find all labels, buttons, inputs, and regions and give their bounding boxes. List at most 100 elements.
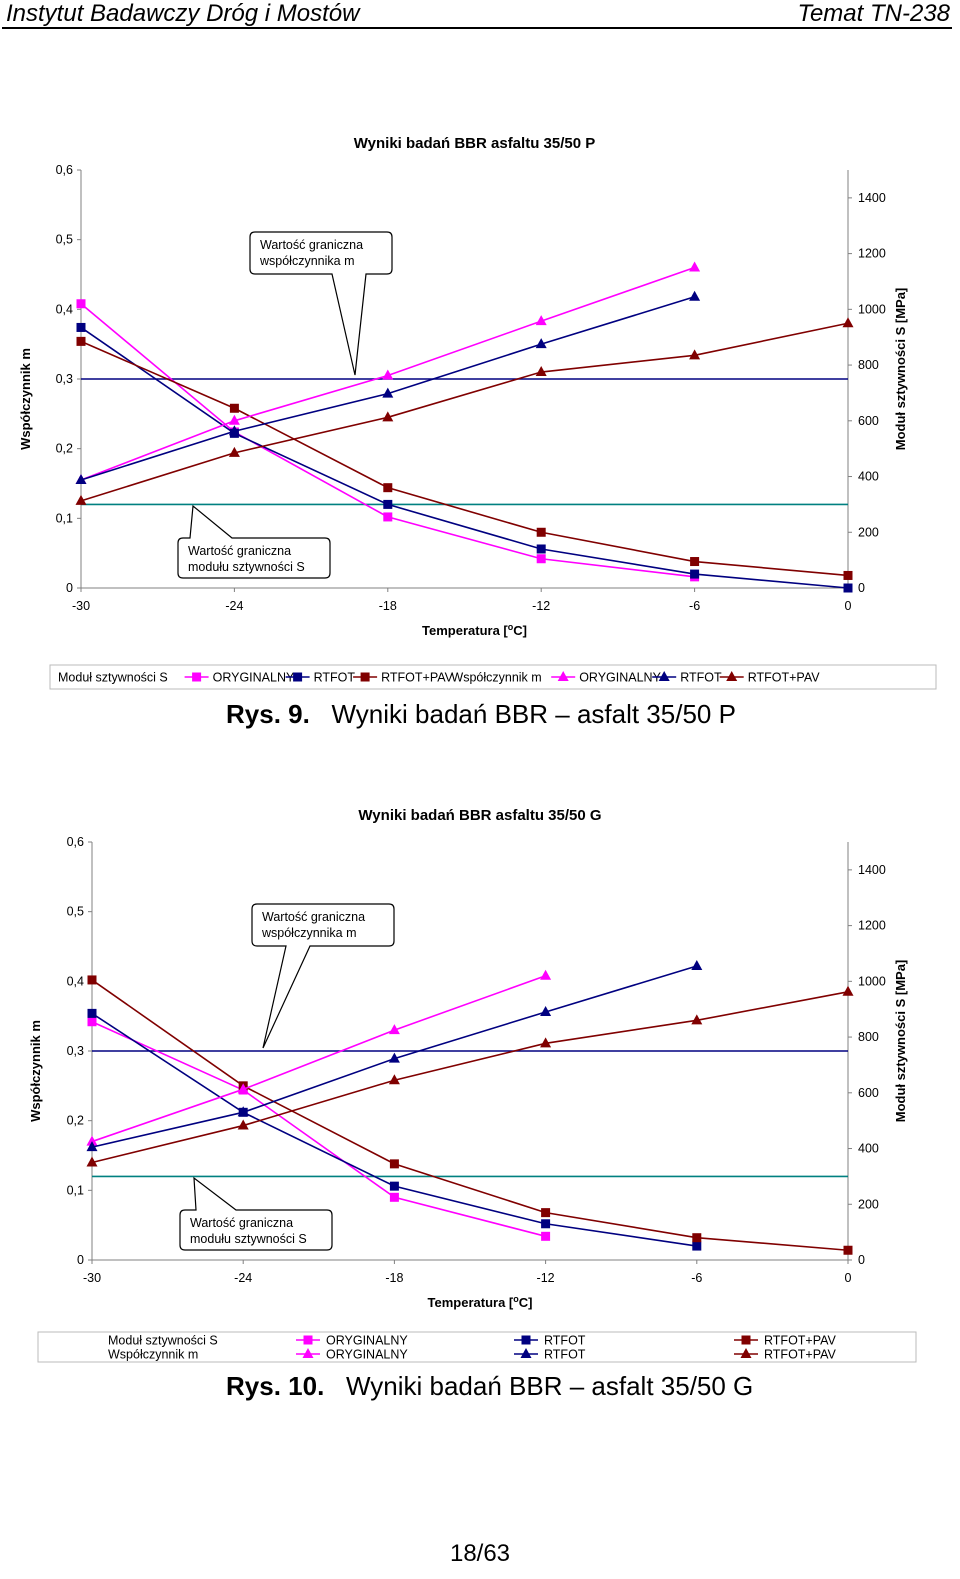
y-tick-label: 0,2 — [67, 1114, 84, 1128]
data-point — [87, 975, 97, 985]
data-point — [228, 446, 240, 457]
x-axis-label: Temperatura [oC] — [428, 1294, 533, 1310]
data-point — [383, 512, 393, 522]
callout-bubble — [177, 504, 331, 579]
y-tick-label: 0,6 — [67, 835, 84, 849]
legend-group-s: Moduł sztywności S — [58, 671, 168, 685]
callout-limit-s: Wartość graniczna modułu sztywności S — [177, 504, 331, 579]
x-tick-label: 0 — [845, 1271, 852, 1285]
y-tick-label: 0,3 — [56, 372, 73, 386]
data-point — [382, 387, 394, 398]
data-point — [86, 1156, 98, 1167]
series-line — [91, 1021, 546, 1238]
y2-tick-label: 800 — [858, 358, 879, 372]
data-point — [237, 1083, 249, 1094]
callout-limit-m: Wartość graniczna współczynnika m — [251, 903, 395, 1049]
legend-group-m: Współczynnik m — [451, 671, 541, 685]
data-point — [689, 261, 701, 272]
series-line — [80, 326, 849, 589]
chart-bbr-35-50-g: Wyniki badań BBR asfaltu 35/50 G 0 0,1 0,2 0… — [28, 807, 917, 1363]
y-axis-label: Współczynnik m — [28, 1020, 43, 1122]
data-point — [541, 1231, 551, 1241]
data-point — [540, 1005, 552, 1016]
y2-tick-label: 400 — [858, 470, 879, 484]
data-point — [383, 483, 393, 493]
y2-tick-label: 200 — [858, 1197, 879, 1211]
figure-caption-text: Wyniki badań BBR – asfalt 35/50 P — [331, 699, 736, 729]
legend-marker — [192, 672, 202, 682]
series-line — [91, 990, 849, 1164]
data-point — [76, 322, 86, 332]
legend-entry: ORYGINALNY — [326, 1348, 408, 1362]
data-point — [536, 527, 546, 537]
figure-caption-10: Rys. 10. Wyniki badań BBR – asfalt 35/50… — [226, 1371, 753, 1402]
data-point — [536, 544, 546, 554]
legend-box — [37, 1331, 917, 1363]
y-tick-label: 0 — [77, 1253, 84, 1267]
data-point — [75, 474, 87, 485]
data-point — [228, 425, 240, 436]
y2-tick-label: 0 — [858, 581, 865, 595]
page-number: 18/63 — [449, 1540, 511, 1567]
data-point — [540, 1037, 552, 1048]
legend-entry: RTFOT — [680, 671, 722, 685]
data-point — [388, 1074, 400, 1085]
series-m-rtfot-pav — [86, 985, 854, 1167]
data-point — [843, 1245, 853, 1255]
data-point — [228, 414, 240, 425]
data-point — [229, 403, 239, 413]
x-tick-label: -6 — [691, 1271, 702, 1285]
legend-entry: RTFOT — [544, 1348, 586, 1362]
legend-marker — [360, 672, 370, 682]
y2-tick-label: 1400 — [858, 863, 886, 877]
data-point — [691, 960, 703, 971]
series-line — [80, 340, 849, 577]
y-tick-label: 0,6 — [56, 163, 73, 177]
y2-tick-label: 1000 — [858, 974, 886, 988]
x-tick-label: 0 — [845, 599, 852, 613]
legend-marker — [303, 1335, 313, 1345]
x-tick-label: -18 — [379, 599, 397, 613]
series-S-oryginalny — [76, 299, 700, 582]
legend-marker — [302, 1348, 314, 1358]
y2-axis-label: Moduł sztywności S [MPa] — [893, 288, 908, 451]
legend-entry: RTFOT — [314, 671, 356, 685]
y2-tick-label: 1400 — [858, 191, 886, 205]
data-point — [237, 1119, 249, 1130]
data-point — [689, 290, 701, 301]
data-point — [237, 1106, 249, 1117]
y2-tick-label: 0 — [858, 1253, 865, 1267]
legend-entry: ORYGINALNY — [213, 671, 295, 685]
x-tick-label: -12 — [537, 1271, 555, 1285]
x-tick-label: -18 — [385, 1271, 403, 1285]
x-tick-label: -24 — [225, 599, 243, 613]
data-point — [382, 369, 394, 380]
data-point — [389, 1181, 399, 1191]
y2-tick-label: 600 — [858, 1086, 879, 1100]
data-point — [76, 336, 86, 346]
x-tick-label: -12 — [532, 599, 550, 613]
data-point — [541, 1208, 551, 1218]
header-topic: Temat TN-238 — [797, 0, 950, 27]
x-tick-label: -6 — [689, 599, 700, 613]
data-point — [75, 494, 87, 505]
data-point — [842, 317, 854, 328]
y-tick-label: 0,5 — [56, 233, 73, 247]
series-line — [80, 322, 849, 502]
data-point — [87, 1017, 97, 1027]
legend-marker — [520, 1348, 532, 1358]
callout-limit-s: Wartość graniczna modułu sztywności S — [179, 1176, 333, 1251]
y2-tick-label: 400 — [858, 1142, 879, 1156]
x-axis-label: Temperatura [oC] — [422, 622, 527, 638]
legend-group-m: Współczynnik m — [108, 1348, 198, 1362]
data-point — [691, 1014, 703, 1025]
y-tick-label: 0,5 — [67, 905, 84, 919]
y-tick-label: 0,4 — [67, 974, 84, 988]
legend-entry: RTFOT — [544, 1334, 586, 1348]
callout-bubble — [249, 231, 393, 376]
data-point — [689, 349, 701, 360]
y-tick-label: 0 — [66, 581, 73, 595]
data-point — [842, 985, 854, 996]
chart-title: Wyniki badań BBR asfaltu 35/50 G — [358, 807, 601, 824]
series-m-oryginalny — [86, 969, 552, 1146]
